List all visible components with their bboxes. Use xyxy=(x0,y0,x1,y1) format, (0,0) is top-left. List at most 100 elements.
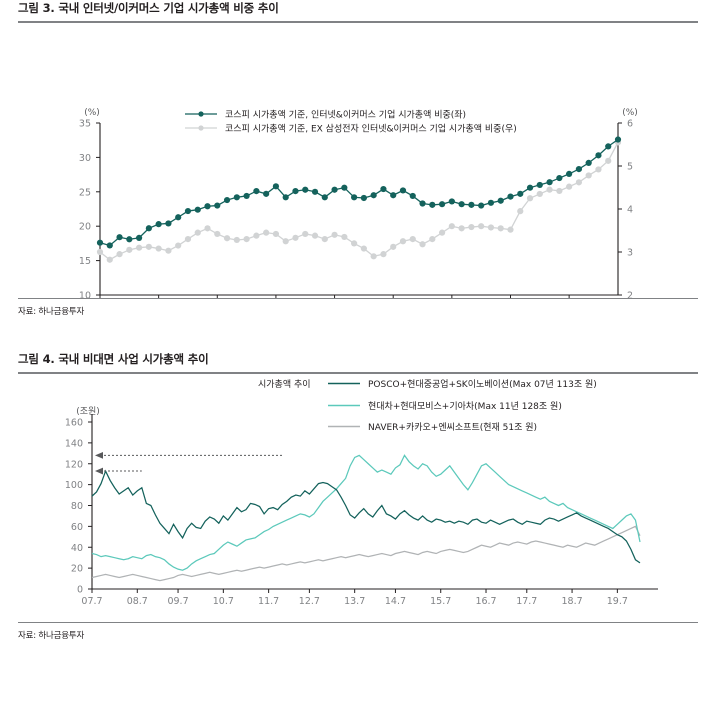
fig3-data-point xyxy=(526,184,534,191)
fig3-data-point xyxy=(497,197,504,204)
fig3-data-point xyxy=(175,214,182,221)
fig3-data-point xyxy=(351,240,358,247)
fig3-data-point xyxy=(448,223,455,230)
fig4-x-tick-label: 18.7 xyxy=(561,596,582,607)
fig3-data-point xyxy=(468,201,475,208)
fig4-legend: 시가총액 추이 POSCO+현대중공업+SK이노베이션(Max 07년 113조 … xyxy=(258,378,597,433)
fig4-x-tick-label: 09.7 xyxy=(167,596,188,607)
fig3-data-point xyxy=(585,172,592,179)
fig3-data-point xyxy=(536,190,543,198)
fig4-x-tick-label: 10.7 xyxy=(213,596,234,607)
fig3-data-point xyxy=(614,136,622,143)
fig3-left-unit: (%) xyxy=(84,108,100,118)
fig3-data-point xyxy=(341,233,348,241)
fig3-data-point xyxy=(321,194,328,201)
figure-4-top-rule xyxy=(18,372,698,374)
fig3-legend-label-1: 코스피 시가총액 기준, EX 삼성전자 인터넷&이커머스 기업 시가총액 비중… xyxy=(225,122,517,134)
fig4-x-tick-label: 19.7 xyxy=(607,596,628,607)
fig3-data-point xyxy=(282,238,289,245)
fig3-data-point xyxy=(214,230,221,238)
fig4-legend-title: 시가총액 추이 xyxy=(258,378,311,390)
fig3-data-point xyxy=(214,202,221,209)
fig3-data-point xyxy=(448,198,455,205)
fig3-data-point xyxy=(399,238,407,245)
fig3-data-point xyxy=(566,170,573,178)
fig3-right-unit: (%) xyxy=(622,108,638,118)
fig3-data-point xyxy=(135,244,143,251)
figure-4-plot: (조원) 0 20 40 60 80 100 120 140 160 07.7 08.7 09.7 10.… xyxy=(0,374,716,622)
fig3-data-point xyxy=(145,243,152,250)
fig4-series-line xyxy=(91,525,641,582)
fig3-data-point xyxy=(321,236,328,243)
fig3-data-point xyxy=(605,157,612,164)
fig3-data-point xyxy=(595,166,602,173)
fig3-data-point xyxy=(116,251,123,258)
fig4-y-tick-label: 0 xyxy=(77,585,83,596)
fig4-series-line xyxy=(91,469,641,564)
fig3-data-point xyxy=(331,231,338,238)
fig3-data-point xyxy=(556,174,563,182)
fig3-data-point xyxy=(106,256,113,263)
fig3-data-point xyxy=(96,248,104,256)
fig4-x-tick-label: 16.7 xyxy=(475,596,496,607)
fig3-data-point xyxy=(351,194,358,201)
fig3-left-tick-label: 20 xyxy=(79,222,91,233)
fig3-left-tick-label: 30 xyxy=(79,153,91,164)
fig3-data-point xyxy=(194,206,201,213)
fig3-legend-label-0: 코스피 시가총액 기준, 인터넷&이커머스 기업 시가총액 비중(좌) xyxy=(225,108,466,120)
fig3-data-point xyxy=(341,184,348,191)
fig3-data-point xyxy=(331,186,338,193)
fig3-data-point xyxy=(605,143,612,150)
figure-3-top-rule xyxy=(18,21,698,23)
fig3-data-point xyxy=(223,235,231,242)
fig3-data-point xyxy=(282,194,289,201)
fig4-x-tick-label: 08.7 xyxy=(127,596,148,607)
fig3-data-point xyxy=(292,234,299,241)
fig3-data-point xyxy=(126,246,133,253)
fig3-data-point xyxy=(507,226,514,233)
fig3-data-point xyxy=(438,201,446,208)
fig4-y-tick-label: 80 xyxy=(71,501,83,512)
fig3-data-point xyxy=(116,234,123,241)
figure-3-plot: (%)(%)1015202530352345616.116.717.117.71… xyxy=(0,23,716,298)
figure-4: 그림 4. 국내 비대면 사업 시가총액 추이 (조원) 0 20 40 60 80 100… xyxy=(0,351,716,641)
fig3-data-point xyxy=(566,183,573,190)
fig3-data-point xyxy=(487,224,495,231)
fig3-data-point xyxy=(399,187,407,194)
fig3-data-point xyxy=(243,236,250,243)
fig3-data-point xyxy=(390,243,397,250)
fig3-data-point xyxy=(458,225,465,232)
fig3-data-point xyxy=(311,232,319,239)
fig4-y-tick-label: 100 xyxy=(65,480,83,491)
fig3-series-line xyxy=(99,142,619,261)
fig3-data-point xyxy=(145,225,152,232)
fig3-data-point xyxy=(419,200,426,207)
fig3-data-point xyxy=(126,236,133,243)
fig3-legend-marker xyxy=(198,111,204,117)
fig4-y-tick-label: 120 xyxy=(65,459,83,470)
fig3-data-point xyxy=(429,236,436,243)
fig3-left-tick-label: 25 xyxy=(79,187,91,198)
figure-4-svg: (조원) 0 20 40 60 80 100 120 140 160 07.7 08.7 09.7 10.… xyxy=(65,378,658,607)
fig3-right-tick-label: 2 xyxy=(627,291,633,299)
fig3-data-point xyxy=(546,179,553,186)
fig3-data-point xyxy=(380,185,387,193)
fig3-data-point xyxy=(546,186,553,193)
fig3-data-point xyxy=(556,187,563,195)
fig3-data-point xyxy=(272,183,280,190)
fig3-data-point xyxy=(96,239,104,246)
figure-3-svg: (%)(%)1015202530352345616.116.717.117.71… xyxy=(79,108,638,299)
fig3-data-point xyxy=(233,236,240,244)
fig4-legend-label-1: 현대차+현대모비스+기아차(Max 11년 128조 원) xyxy=(368,400,562,412)
fig3-data-point xyxy=(517,208,524,215)
fig3-data-point xyxy=(253,188,260,195)
fig3-data-point xyxy=(106,242,113,249)
fig3-data-point xyxy=(263,190,270,197)
fig3-data-point xyxy=(536,181,543,189)
fig3-data-point xyxy=(526,195,534,202)
fig3-data-point xyxy=(253,232,260,239)
fig3-right-tick-label: 3 xyxy=(627,248,633,259)
fig3-data-point xyxy=(263,229,270,236)
figure-spacer xyxy=(0,317,716,351)
fig3-data-point xyxy=(302,186,309,193)
